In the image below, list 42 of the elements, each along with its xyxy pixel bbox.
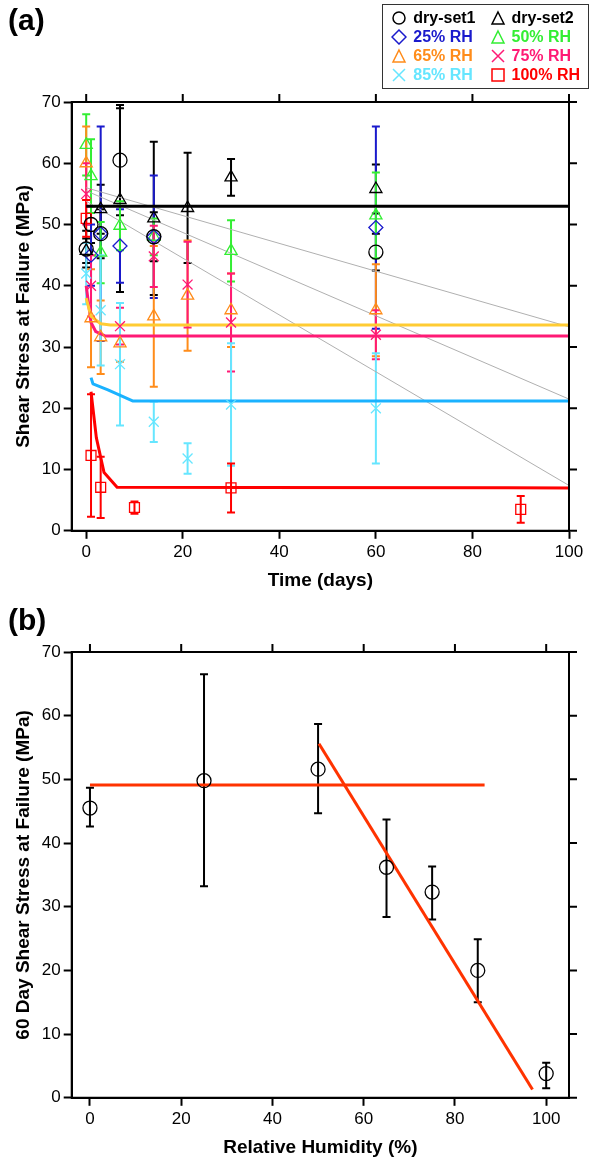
y-tick-label: 70 [41,641,61,661]
x-tick-label: 80 [462,541,482,561]
x-tick-label: 0 [85,1108,95,1128]
x-tick-label: 60 [366,541,386,561]
x-tick-label: 100 [554,541,584,561]
x-tick-label: 20 [173,541,193,561]
y-axis-title: 60 Day Shear Stress at Failure (MPa) [11,710,33,1040]
x-tick-label: 0 [81,541,91,561]
legend-label: 85% RH [413,66,473,84]
y-tick-label: 60 [41,152,61,172]
legend-label: 65% RH [413,47,473,65]
x-tick-label: 40 [269,541,289,561]
x-axis-title: Time (days) [267,568,373,590]
x-tick-label: 100 [532,1108,561,1128]
y-tick-label: 50 [41,214,61,234]
legend-label: dry-set1 [413,9,476,27]
legend-label: 75% RH [511,47,572,65]
legend-label: 25% RH [413,28,473,46]
y-tick-label: 20 [41,960,61,980]
x-tick-label: 80 [445,1108,465,1128]
chart-title: (a) [8,3,45,37]
y-tick-label: 60 [41,705,61,725]
y-axis-title: Shear Stress at Failure (MPa) [11,184,33,448]
y-tick-label: 30 [41,896,61,916]
y-tick-label: 30 [41,336,61,356]
y-tick-label: 50 [41,769,61,789]
legend-label: 50% RH [511,28,572,46]
legend-label: dry-set2 [511,9,574,27]
x-tick-label: 20 [171,1108,191,1128]
x-tick-label: 60 [354,1108,374,1128]
chart-title: (b) [8,603,47,637]
y-tick-label: 40 [41,832,61,852]
y-tick-label: 20 [41,397,61,417]
legend-label: 100% RH [511,66,580,84]
x-axis-title: Relative Humidity (%) [223,1135,418,1157]
y-tick-label: 10 [41,1023,61,1043]
y-tick-label: 10 [41,459,61,479]
y-tick-label: 70 [41,91,61,111]
y-tick-label: 40 [41,275,61,295]
y-tick-label: 0 [51,1087,61,1107]
x-tick-label: 40 [262,1108,282,1128]
y-tick-label: 0 [51,520,61,540]
